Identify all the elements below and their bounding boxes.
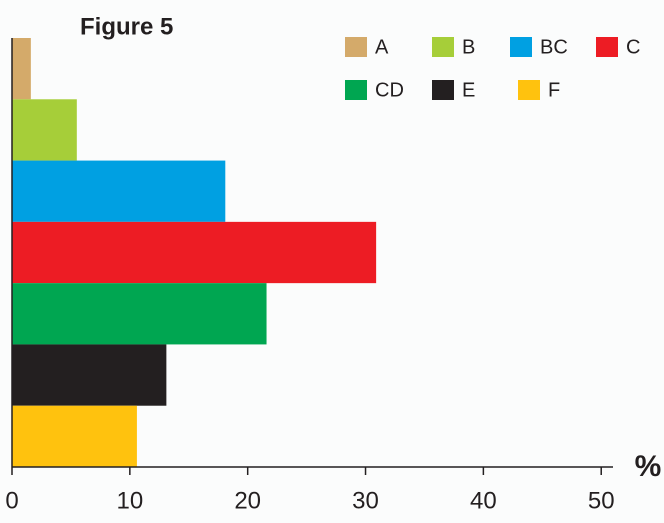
legend-label: F	[548, 79, 560, 101]
legend-swatch	[345, 37, 367, 57]
legend-swatch	[596, 37, 618, 57]
legend-label: B	[462, 36, 475, 58]
bar	[12, 38, 31, 100]
legend-label: CD	[375, 79, 404, 101]
x-tick-label: 40	[470, 487, 497, 514]
bar	[12, 221, 377, 284]
bar	[12, 405, 137, 467]
x-tick-label: 0	[5, 487, 18, 514]
x-tick-label: 20	[234, 487, 261, 514]
legend-swatch	[510, 37, 532, 57]
legend-label: E	[462, 79, 475, 101]
bar	[12, 160, 226, 222]
legend-swatch	[518, 80, 540, 100]
bar	[12, 344, 167, 406]
x-tick-label: 30	[352, 487, 379, 514]
bar	[12, 283, 267, 345]
legend-swatch	[432, 37, 454, 57]
x-tick-label: 50	[588, 487, 615, 514]
legend-swatch	[345, 80, 367, 100]
bar	[12, 99, 77, 161]
legend-label: C	[626, 36, 640, 58]
legend-label: BC	[540, 36, 568, 58]
legend-label: A	[375, 36, 389, 58]
chart-title: Figure 5	[80, 13, 173, 40]
x-tick-label: 10	[116, 487, 143, 514]
legend-swatch	[432, 80, 454, 100]
x-axis-label: %	[635, 450, 662, 483]
